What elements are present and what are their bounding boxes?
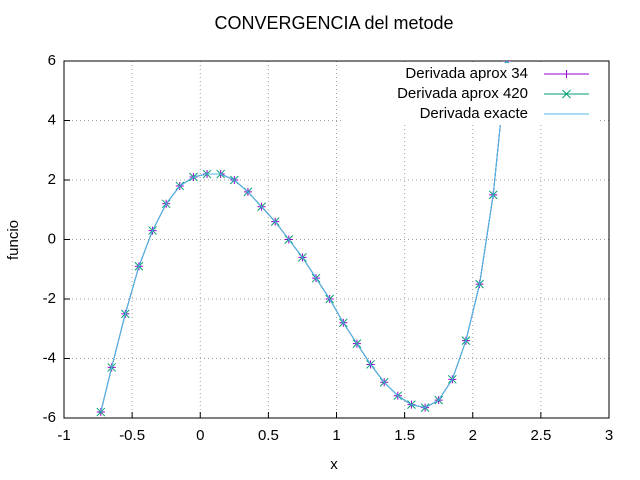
x-tick-label: -1 — [57, 427, 70, 444]
x-tick-label: 1.5 — [394, 427, 415, 444]
x-tick-label: 1 — [332, 427, 340, 444]
plot-area — [96, 61, 512, 417]
y-tick-label: 6 — [48, 52, 56, 69]
y-tick-label: 0 — [48, 230, 56, 247]
legend-marker — [562, 89, 571, 99]
x-tick-label: 0 — [196, 427, 204, 444]
y-tick-label: 4 — [48, 111, 56, 128]
legend-label: Derivada aprox 420 — [397, 85, 528, 102]
series-line — [100, 61, 508, 413]
legend-label: Derivada aprox 34 — [405, 65, 528, 82]
point-marker — [96, 407, 106, 417]
y-axis-label: funcio — [5, 220, 22, 260]
legend-label: Derivada exacte — [420, 105, 528, 122]
x-tick-label: 2.5 — [530, 427, 551, 444]
x-axis-label: x — [330, 456, 338, 473]
y-tick-label: 2 — [48, 171, 56, 188]
chart-title: CONVERGENCIA del metode — [214, 13, 453, 33]
x-tick-label: 3 — [605, 427, 613, 444]
x-tick-label: 0.5 — [258, 427, 279, 444]
x-tick-label: 2 — [469, 427, 477, 444]
y-tick-label: -2 — [43, 290, 56, 307]
y-tick-label: -4 — [43, 349, 56, 366]
y-tick-label: -6 — [43, 409, 56, 426]
plot-frame — [63, 60, 610, 419]
legend-marker — [562, 70, 571, 78]
x-tick-label: -0.5 — [119, 427, 145, 444]
